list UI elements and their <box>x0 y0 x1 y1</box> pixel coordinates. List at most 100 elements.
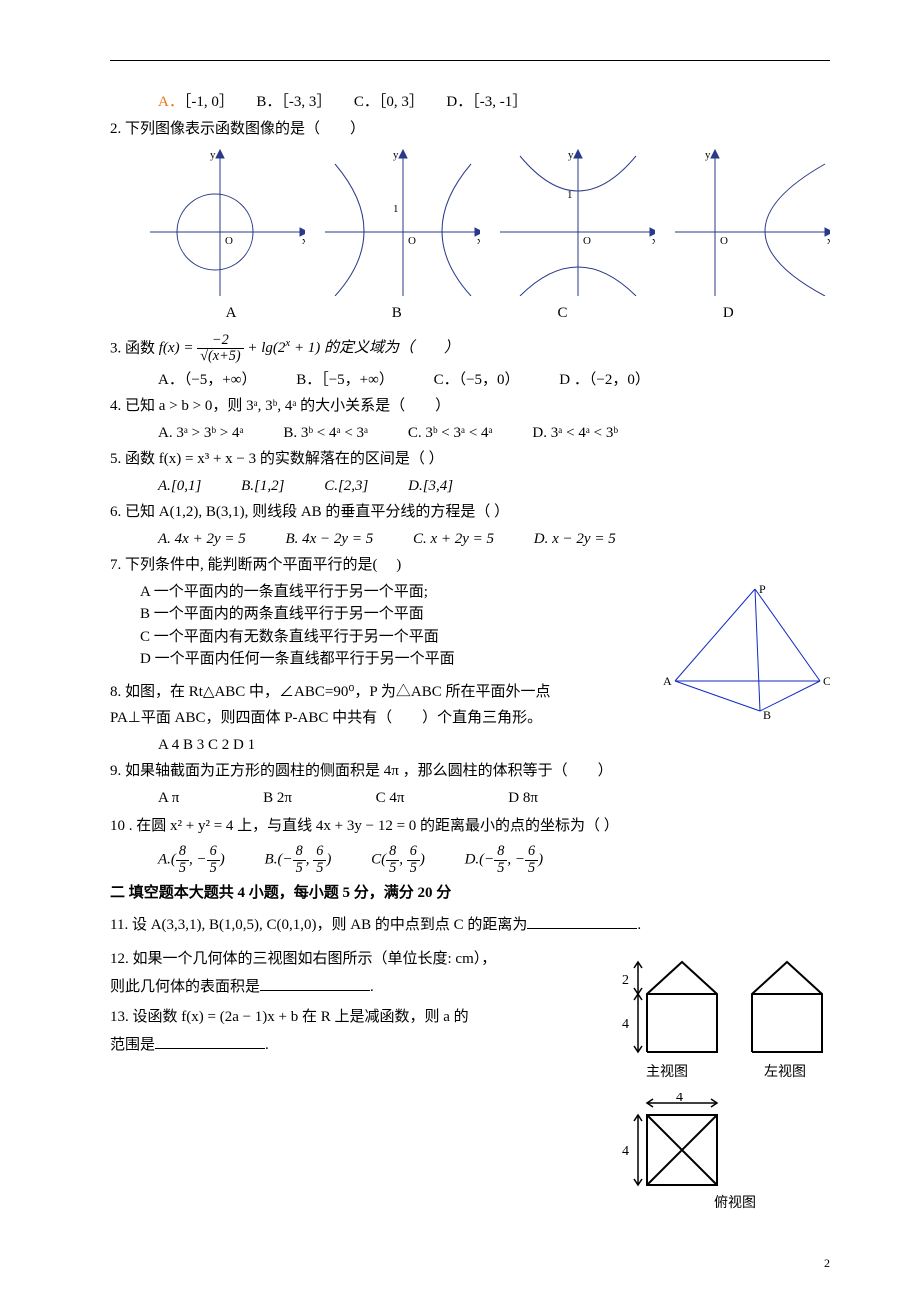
svg-text:4: 4 <box>622 1144 629 1159</box>
svg-text:y: y <box>568 149 574 161</box>
q9-optA: A π <box>158 787 179 810</box>
q3: 3. 函数 f(x) = −2√(x+5) + lg(2x + 1) 的定义域为… <box>110 333 830 365</box>
q7-text: 7. 下列条件中, 能判断两个平面平行的是( ) <box>110 554 830 577</box>
q5-optD: D.[3,4] <box>408 475 453 498</box>
q2-graph-c: O 1 x y <box>500 146 655 296</box>
q4-text: 4. 已知 a > b > 0，则 3ᵃ, 3ᵇ, 4ᵃ 的大小关系是（ ） <box>110 395 830 418</box>
section2-header: 二 填空题本大题共 4 小题，每小题 5 分，满分 20 分 <box>110 882 830 905</box>
page-number: 2 <box>110 1254 830 1272</box>
svg-text:x: x <box>652 235 655 247</box>
q7-optD: D 一个平面内任何一条直线都平行于另一个平面 <box>110 648 645 671</box>
q10-optC: C(85, 65) <box>371 844 425 876</box>
svg-text:O: O <box>408 235 416 247</box>
svg-text:B: B <box>763 708 771 721</box>
q6-text: 6. 已知 A(1,2), B(3,1), 则线段 AB 的垂直平分线的方程是（… <box>110 501 830 524</box>
q9-optD: D 8π <box>508 787 538 810</box>
q6-options: A. 4x + 2y = 5 B. 4x − 2y = 5 C. x + 2y … <box>110 528 830 551</box>
q2-graphs: O x y O 1 x y O 1 x y <box>150 146 830 296</box>
q9-options: A π B 2π C 4π D 8π <box>110 787 830 810</box>
top-view: 4 4 俯视图 <box>612 1093 830 1214</box>
q13-line1: 13. 设函数 f(x) = (2a − 1)x + b 在 R 上是减函数，则… <box>110 1006 594 1029</box>
svg-text:y: y <box>393 149 399 161</box>
q4-optD: D. 3ᵃ < 4ᵃ < 3ᵇ <box>532 422 618 445</box>
q6-optB: B. 4x − 2y = 5 <box>285 528 373 551</box>
q1-optC: C．［0, 3］ <box>354 94 424 110</box>
q8-line2: PA⊥平面 ABC，则四面体 P-ABC 中共有（ ）个直角三角形。 <box>110 707 645 730</box>
svg-text:A: A <box>663 674 672 688</box>
q2-graph-b: O 1 x y <box>325 146 480 296</box>
q11: 11. 设 A(3,3,1), B(1,0,5), C(0,1,0)，则 AB … <box>110 913 830 937</box>
svg-text:4: 4 <box>622 1017 629 1032</box>
q7-q8-text: A 一个平面内的一条直线平行于另一个平面; B 一个平面内的两条直线平行于另一个… <box>110 581 645 757</box>
q2-label-c: C <box>482 302 644 325</box>
q4-options: A. 3ᵃ > 3ᵇ > 4ᵃ B. 3ᵇ < 4ᵃ < 3ᵃ C. 3ᵇ < … <box>110 422 830 445</box>
q4-optA: A. 3ᵃ > 3ᵇ > 4ᵃ <box>158 422 244 445</box>
q3-optC: C．（−5，0） <box>434 369 520 392</box>
q3-optB: B．［−5，+∞） <box>296 369 394 392</box>
q3-optA: A．（−5，+∞） <box>158 369 256 392</box>
q3-func: f(x) = −2√(x+5) + lg(2x + 1) 的定义域为（ ） <box>159 340 459 356</box>
q10-text: 10 . 在圆 x² + y² = 4 上，与直线 4x + 3y − 12 =… <box>110 815 830 838</box>
q9-optB: B 2π <box>263 787 292 810</box>
q12-views: 2 4 主视图 左视图 <box>612 944 830 1214</box>
q12-blank <box>260 975 370 991</box>
q8-options: A 4 B 3 C 2 D 1 <box>110 734 645 757</box>
svg-text:x: x <box>827 235 830 247</box>
q1-options: A．［-1, 0］ B．［-3, 3］ C．［0, 3］ D．［-3, -1］ <box>110 91 830 114</box>
q11-blank <box>527 913 637 929</box>
q6-optC: C. x + 2y = 5 <box>413 528 494 551</box>
q2-graph-labels: A B C D <box>110 302 830 325</box>
svg-text:1: 1 <box>393 203 399 215</box>
q4-optB: B. 3ᵇ < 4ᵃ < 3ᵃ <box>283 422 368 445</box>
q5-optC: C.[2,3] <box>324 475 368 498</box>
front-view: 2 4 主视图 <box>612 944 722 1083</box>
q6-optD: D. x − 2y = 5 <box>534 528 616 551</box>
q10-optD: D.(−85, −65) <box>465 844 544 876</box>
svg-text:P: P <box>759 582 766 596</box>
q9-optC: C 4π <box>376 787 405 810</box>
q5-optB: B.[1,2] <box>241 475 284 498</box>
q12-line1: 12. 如果一个几何体的三视图如右图所示（单位长度: cm）， <box>110 948 594 971</box>
q12-line2: 则此几何体的表面积是. <box>110 975 594 999</box>
q2-graph-d: O x y <box>675 146 830 296</box>
q13-blank <box>155 1033 265 1049</box>
svg-text:4: 4 <box>676 1093 683 1105</box>
q10-options: A.(85, −65) B.(−85, 65) C(85, 65) D.(−85… <box>110 844 830 876</box>
q5-options: A.[0,1] B.[1,2] C.[2,3] D.[3,4] <box>110 475 830 498</box>
q2-label-d: D <box>647 302 809 325</box>
q7-optB: B 一个平面内的两条直线平行于另一个平面 <box>110 603 645 626</box>
svg-text:x: x <box>477 235 480 247</box>
q1-optA: A．［-1, 0］ <box>158 94 238 110</box>
q7-optC: C 一个平面内有无数条直线平行于另一个平面 <box>110 626 645 649</box>
q8-line1: 8. 如图，在 Rt△ABC 中，∠ABC=90⁰，P 为△ABC 所在平面外一… <box>110 681 645 704</box>
svg-text:y: y <box>210 149 216 161</box>
q1-optD: D．［-3, -1］ <box>446 94 527 110</box>
svg-text:1: 1 <box>567 189 573 201</box>
svg-text:y: y <box>705 149 711 161</box>
q6-optA: A. 4x + 2y = 5 <box>158 528 246 551</box>
side-view: 左视图 <box>740 944 830 1083</box>
svg-text:O: O <box>225 235 233 247</box>
q10-optB: B.(−85, 65) <box>265 844 332 876</box>
q3-optD: D ．（−2，0） <box>559 369 650 392</box>
svg-text:x: x <box>302 235 305 247</box>
svg-text:2: 2 <box>622 973 629 988</box>
q2-text: 2. 下列图像表示函数图像的是（ ） <box>110 118 830 141</box>
q2-label-b: B <box>316 302 478 325</box>
top-rule <box>110 60 830 61</box>
q13-line2: 范围是. <box>110 1033 594 1057</box>
q7-optA: A 一个平面内的一条直线平行于另一个平面; <box>110 581 645 604</box>
q10-optA: A.(85, −65) <box>158 844 225 876</box>
q9-text: 9. 如果轴截面为正方形的圆柱的侧面积是 4π ，那么圆柱的体积等于（ ） <box>110 760 830 783</box>
q5-text: 5. 函数 f(x) = x³ + x − 3 的实数解落在的区间是（ ） <box>110 448 830 471</box>
q4-optC: C. 3ᵇ < 3ᵃ < 4ᵃ <box>408 422 493 445</box>
q2-label-a: A <box>150 302 312 325</box>
q8-figure: P A B C <box>655 581 830 721</box>
svg-text:O: O <box>720 235 728 247</box>
q1-optB: B．［-3, 3］ <box>256 94 331 110</box>
svg-text:C: C <box>823 674 830 688</box>
q3-options: A．（−5，+∞） B．［−5，+∞） C．（−5，0） D ．（−2，0） <box>110 369 830 392</box>
q5-optA: A.[0,1] <box>158 475 201 498</box>
q2-graph-a: O x y <box>150 146 305 296</box>
q1-optA-prefix: A． <box>158 94 184 110</box>
